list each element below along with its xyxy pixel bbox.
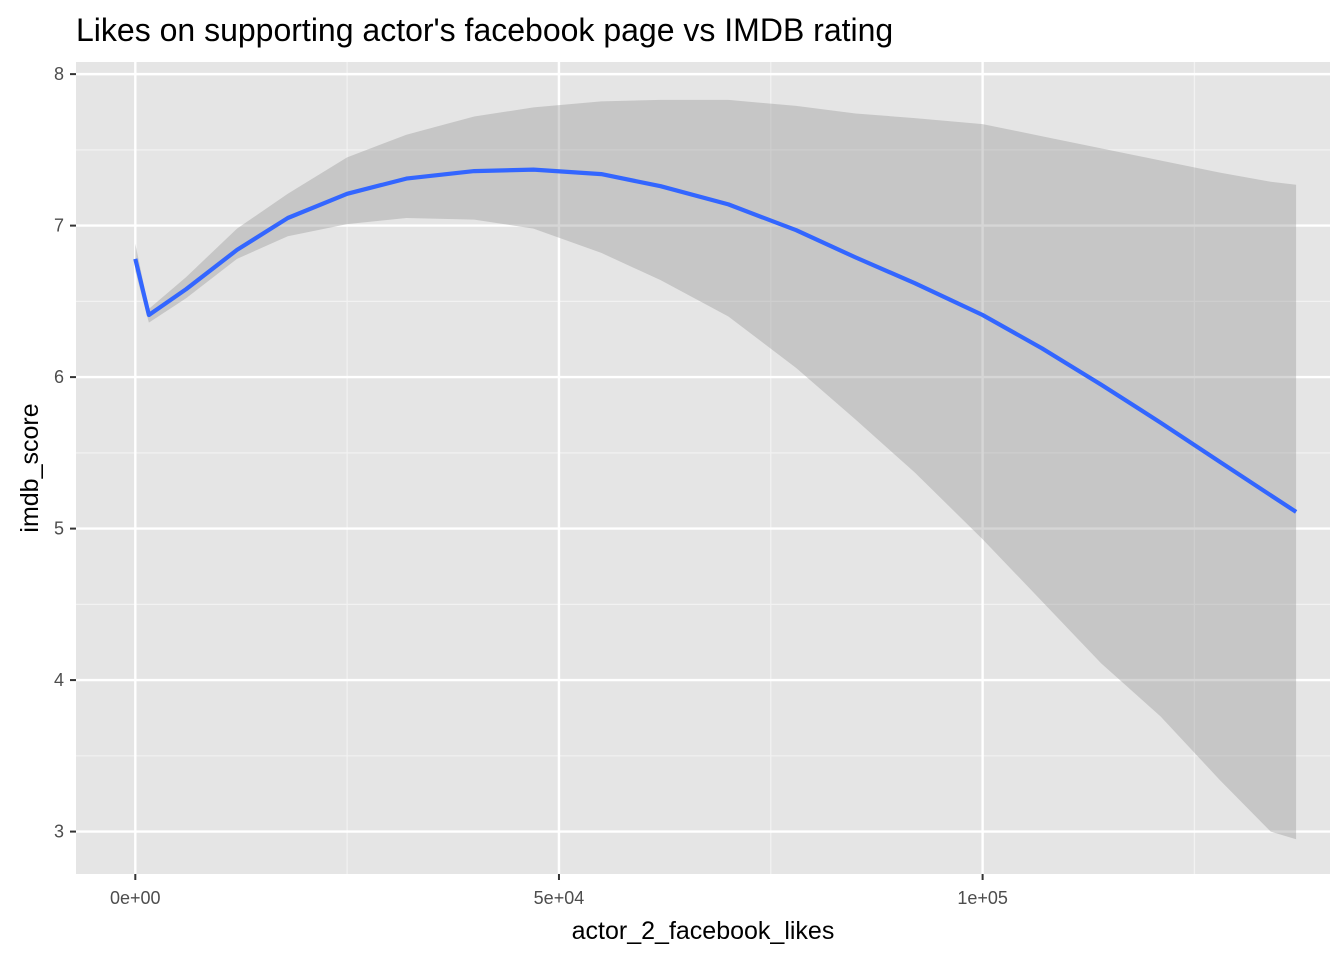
chart-title: Likes on supporting actor's facebook pag… [76, 12, 893, 48]
x-tick-label: 1e+05 [957, 888, 1008, 908]
y-tick-label: 5 [54, 519, 64, 539]
smooth-line [133, 167, 1298, 514]
y-tick-label: 3 [54, 822, 64, 842]
x-tick-label: 5e+04 [534, 888, 585, 908]
x-tick-label: 0e+00 [110, 888, 161, 908]
y-axis-label: imdb_score [16, 403, 44, 532]
x-axis: 0e+00 5e+04 1e+05 [110, 874, 1008, 908]
y-tick-label: 4 [54, 670, 64, 690]
grid-minor [76, 62, 1330, 874]
confidence-band [135, 99, 1297, 840]
x-axis-label: actor_2_facebook_likes [572, 917, 835, 945]
grid-major [76, 62, 1330, 874]
y-tick-label: 6 [54, 367, 64, 387]
y-axis: 3 4 5 6 7 8 [54, 64, 76, 842]
y-tick-label: 7 [54, 216, 64, 236]
y-tick-label: 8 [54, 64, 64, 84]
